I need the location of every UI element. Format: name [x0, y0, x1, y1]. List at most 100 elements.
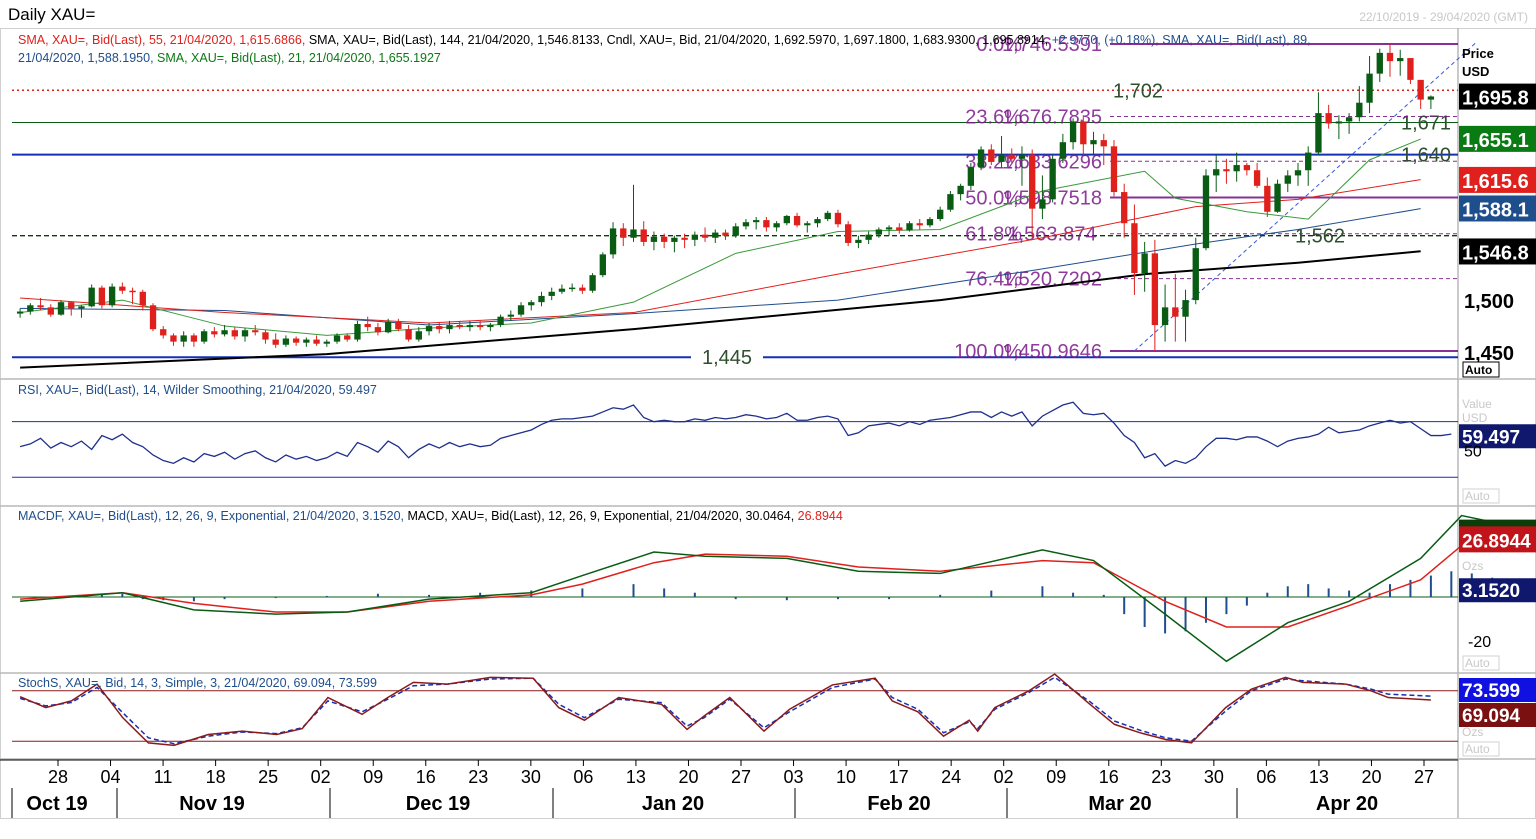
candle-body: [1131, 223, 1138, 274]
macd-tick: -20: [1468, 634, 1491, 651]
legend-sma89-value: 21/04/2020, 1,588.1950,: [18, 51, 154, 65]
candle-body: [650, 236, 658, 242]
candle-body: [957, 185, 964, 195]
legend-signal: 26.8944: [794, 509, 843, 523]
candle-body: [425, 326, 433, 332]
rsi-axis-header: USD: [1462, 411, 1488, 425]
candle-body: [1253, 170, 1261, 186]
candle-body: [149, 305, 157, 330]
candle-body: [1233, 165, 1240, 172]
signal-badge-label: 26.8944: [1462, 531, 1531, 552]
price-legend-line1: SMA, XAU=, Bid(Last), 55, 21/04/2020, 1,…: [18, 33, 1311, 47]
day-label: 30: [521, 767, 541, 787]
price-auto-button: [1462, 361, 1500, 378]
macd-auto-label: Auto: [1465, 656, 1490, 670]
month-label: Mar 20: [1088, 793, 1151, 815]
candle-body: [139, 291, 146, 306]
fib-pct: 0.0%: [976, 34, 1022, 56]
price-tick: 1,450: [1464, 343, 1514, 365]
candle-body: [722, 232, 729, 236]
candle-body: [1417, 79, 1424, 100]
candle-body: [211, 331, 218, 335]
candle-body: [313, 339, 320, 344]
candle-body: [1335, 121, 1343, 124]
month-label: Apr 20: [1316, 793, 1378, 815]
chart-title: Daily XAU=: [8, 5, 96, 24]
day-label: 17: [889, 767, 909, 787]
candle-body: [620, 228, 627, 238]
price-legend-line2: 21/04/2020, 1,588.1950, SMA, XAU=, Bid(L…: [18, 51, 441, 65]
fib-pct: 61.8%: [965, 224, 1022, 246]
candle-body: [937, 209, 944, 220]
candle-body: [37, 305, 44, 308]
price-badge: [1459, 238, 1536, 265]
candle-body: [333, 335, 341, 342]
hist-badge-label: 3.1520: [1462, 581, 1520, 602]
price-badge-label: 1,655.1: [1462, 130, 1529, 152]
candle-body: [1151, 253, 1159, 326]
day-label: 06: [573, 767, 593, 787]
legend-macdf: MACDF, XAU=, Bid(Last), 12, 26, 9, Expon…: [18, 509, 404, 523]
candle-body: [1427, 96, 1435, 100]
candle-body: [344, 335, 351, 340]
legend-change: +2.9770, (+0.18%),: [1048, 33, 1159, 47]
candle-body: [538, 295, 545, 303]
candle-body: [947, 194, 954, 210]
rsi-axis-header: Value: [1462, 397, 1492, 411]
candle-body: [119, 286, 126, 291]
candle-body: [1202, 175, 1210, 249]
sma55-line: [20, 179, 1421, 324]
day-label: 13: [626, 767, 646, 787]
candle-body: [1223, 169, 1230, 172]
candle-body: [252, 330, 259, 333]
day-label: 04: [101, 767, 121, 787]
stoch-axis-header: Ozs: [1462, 725, 1483, 739]
day-label: 18: [206, 767, 226, 787]
candle-body: [98, 287, 106, 306]
month-label: Dec 19: [406, 793, 471, 815]
candle-body: [517, 305, 525, 315]
candle-body: [630, 229, 637, 238]
candle-body: [1049, 158, 1056, 200]
candle-body: [415, 331, 422, 340]
rsi-tick: 50: [1464, 443, 1482, 460]
day-label: 23: [1151, 767, 1171, 787]
candle-body: [660, 236, 668, 242]
level-label-bg: [691, 346, 763, 369]
candle-body: [221, 330, 228, 335]
candle-body: [845, 224, 852, 243]
legend-candle: Cndl, XAU=, Bid, 21/04/2020, 1,692.5970,…: [603, 33, 1049, 47]
candle-body: [497, 316, 504, 326]
fib-value: 1,450.9646: [1002, 341, 1102, 363]
level-label: 1,702: [1113, 80, 1163, 102]
price-badge-label: 1,588.1: [1462, 199, 1529, 221]
day-label: 16: [1099, 767, 1119, 787]
price-badge-label: 1,546.8: [1462, 242, 1529, 264]
level-label: 1,562: [1295, 226, 1345, 248]
fib-value: 1,520.7202: [1002, 269, 1102, 291]
candle-body: [1345, 117, 1353, 122]
candle-body: [609, 228, 617, 255]
candle-body: [190, 335, 198, 342]
candle-body: [27, 305, 34, 312]
candle-body: [1059, 142, 1067, 159]
stoch-k-badge: [1459, 703, 1536, 727]
stoch-auto-label: Auto: [1465, 742, 1490, 756]
day-label: 02: [311, 767, 331, 787]
price-axis-header: USD: [1462, 64, 1489, 79]
hist-badge: [1459, 578, 1536, 603]
candle-body: [231, 330, 238, 337]
candle-body: [548, 291, 555, 296]
candle-body: [1243, 165, 1251, 171]
macd-line: [20, 514, 1534, 663]
price-badge-label: 1,695.8: [1462, 88, 1529, 110]
candle-body: [742, 222, 750, 227]
candle-body: [558, 288, 566, 292]
level-label: 1,445: [702, 347, 752, 369]
candle-body: [967, 167, 975, 186]
candle-body: [1080, 121, 1087, 145]
day-label: 06: [1256, 767, 1276, 787]
candle-body: [1161, 307, 1169, 326]
month-label: Nov 19: [179, 793, 245, 815]
